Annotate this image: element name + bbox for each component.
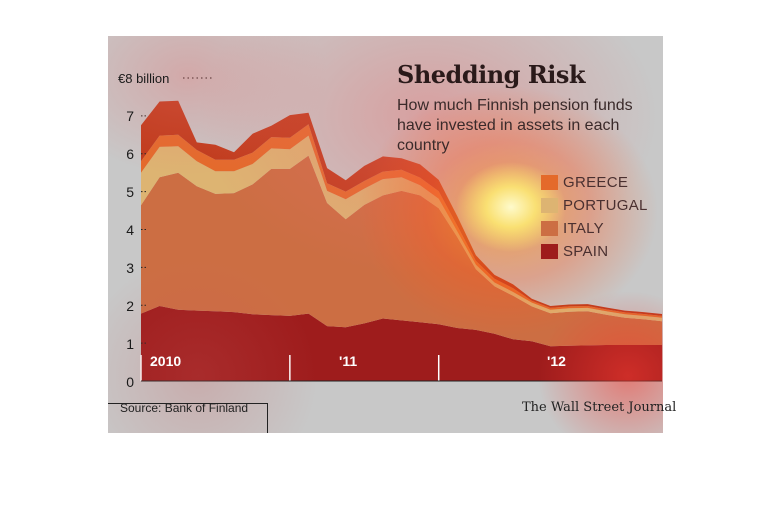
- x-tick-label: '12: [547, 353, 566, 369]
- legend-swatch: [541, 197, 558, 213]
- y-tick-label: 3: [126, 260, 134, 276]
- x-tick-label: 2010: [150, 353, 182, 369]
- source-note: Source: Bank of Finland: [120, 401, 249, 415]
- y-tick-label: 5: [126, 184, 134, 200]
- chart-subtitle: How much Finnish pension funds have inve…: [397, 97, 633, 154]
- legend-swatch: [541, 174, 558, 190]
- source-frame: [108, 403, 268, 433]
- y-tick-label: 2: [126, 298, 134, 314]
- legend-label: PORTUGAL: [563, 196, 648, 214]
- y-tick-label: 1: [126, 336, 134, 352]
- legend-item-greece: GREECE: [541, 173, 628, 191]
- legend-item-portugal: PORTUGAL: [541, 196, 648, 214]
- x-tick-label: '11: [339, 353, 358, 369]
- chart-title: Shedding Risk: [397, 60, 586, 89]
- legend-swatch: [541, 243, 558, 259]
- legend-swatch: [541, 220, 558, 236]
- legend-label: ITALY: [563, 219, 604, 237]
- y-tick-label: 4: [126, 222, 134, 238]
- legend-label: GREECE: [563, 173, 629, 191]
- legend-item-italy: ITALY: [541, 219, 604, 237]
- y-axis-unit-label: €8 billion: [118, 71, 170, 86]
- legend-label: SPAIN: [563, 242, 609, 260]
- y-tick-label: 6: [126, 146, 134, 162]
- legend-item-spain: SPAIN: [541, 242, 608, 260]
- publisher-credit: The Wall Street Journal: [522, 400, 677, 415]
- y-tick-label: 7: [126, 108, 134, 124]
- y-tick-label: 0: [126, 374, 134, 390]
